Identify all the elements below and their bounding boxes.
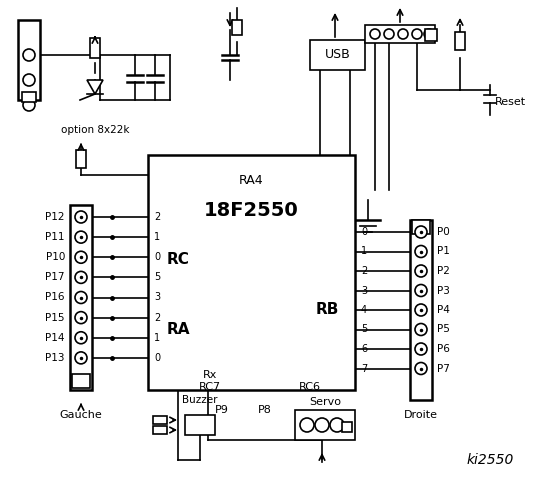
Text: P5: P5 [437, 324, 450, 335]
Circle shape [330, 418, 344, 432]
Text: P16: P16 [45, 292, 65, 302]
Bar [153, 416, 167, 424]
Text: 0: 0 [361, 227, 367, 237]
Text: Servo: Servo [309, 397, 341, 407]
Circle shape [415, 285, 427, 297]
Text: RC: RC [166, 252, 190, 267]
Circle shape [75, 251, 87, 263]
Text: 3: 3 [154, 292, 160, 302]
Bar [153, 426, 167, 434]
Text: Buzzer: Buzzer [182, 395, 218, 405]
Text: ki2550: ki2550 [466, 453, 514, 467]
Text: 0: 0 [154, 353, 160, 363]
Text: Rx: Rx [203, 370, 217, 380]
Bar [410, 220, 432, 400]
Circle shape [75, 332, 87, 344]
Text: P0: P0 [437, 227, 450, 237]
Bar [412, 220, 430, 234]
Bar [425, 29, 437, 41]
Text: P13: P13 [45, 353, 65, 363]
Circle shape [415, 265, 427, 277]
Text: RC6: RC6 [299, 382, 321, 392]
Circle shape [75, 211, 87, 223]
Circle shape [370, 29, 380, 39]
Text: P14: P14 [45, 333, 65, 343]
Text: USB: USB [325, 48, 351, 61]
Text: RB: RB [315, 302, 338, 317]
Bar [70, 205, 92, 390]
Bar [22, 92, 36, 102]
Circle shape [415, 362, 427, 374]
Bar [72, 374, 90, 388]
Text: P8: P8 [258, 405, 272, 415]
Text: P9: P9 [215, 405, 229, 415]
Text: Droite: Droite [404, 410, 438, 420]
Circle shape [415, 245, 427, 257]
Text: 1: 1 [154, 232, 160, 242]
Circle shape [75, 231, 87, 243]
Text: P15: P15 [45, 312, 65, 323]
Text: Reset: Reset [495, 97, 526, 107]
Bar [185, 415, 215, 435]
Bar [455, 32, 465, 50]
Circle shape [415, 304, 427, 316]
Text: RA: RA [166, 323, 190, 337]
Bar [310, 40, 365, 70]
Text: P1: P1 [437, 247, 450, 256]
Circle shape [300, 418, 314, 432]
Circle shape [75, 291, 87, 303]
Bar [232, 20, 242, 35]
Bar [295, 410, 355, 440]
Text: 7: 7 [361, 363, 367, 373]
Text: P10: P10 [46, 252, 65, 262]
Text: RA4: RA4 [239, 173, 264, 187]
Text: 0: 0 [154, 252, 160, 262]
Text: 1: 1 [154, 333, 160, 343]
Text: 2: 2 [154, 212, 160, 222]
Polygon shape [87, 80, 103, 94]
Circle shape [23, 74, 35, 86]
Circle shape [398, 29, 408, 39]
Text: 3: 3 [361, 286, 367, 296]
Bar [18, 20, 40, 100]
Circle shape [412, 29, 422, 39]
Text: Gauche: Gauche [60, 410, 102, 420]
Text: 4: 4 [361, 305, 367, 315]
Circle shape [424, 29, 434, 39]
Circle shape [23, 49, 35, 61]
Circle shape [75, 352, 87, 364]
Text: P7: P7 [437, 363, 450, 373]
Text: 6: 6 [361, 344, 367, 354]
Circle shape [384, 29, 394, 39]
Text: 5: 5 [154, 272, 160, 282]
Text: P2: P2 [437, 266, 450, 276]
Circle shape [75, 312, 87, 324]
Circle shape [315, 418, 329, 432]
Text: P4: P4 [437, 305, 450, 315]
Circle shape [415, 226, 427, 238]
Bar [76, 150, 86, 168]
Text: 18F2550: 18F2550 [204, 201, 299, 219]
Bar [342, 422, 352, 432]
Circle shape [75, 271, 87, 283]
Text: P11: P11 [45, 232, 65, 242]
Text: RC7: RC7 [199, 382, 221, 392]
Bar [90, 38, 100, 58]
Bar [148, 155, 355, 390]
Text: option 8x22k: option 8x22k [61, 125, 129, 135]
Text: P12: P12 [45, 212, 65, 222]
Text: 2: 2 [154, 312, 160, 323]
Text: 1: 1 [361, 247, 367, 256]
Circle shape [23, 99, 35, 111]
Bar [365, 25, 435, 43]
Text: P6: P6 [437, 344, 450, 354]
Circle shape [415, 324, 427, 336]
Text: P3: P3 [437, 286, 450, 296]
Text: P17: P17 [45, 272, 65, 282]
Circle shape [415, 343, 427, 355]
Text: 2: 2 [361, 266, 367, 276]
Text: 5: 5 [361, 324, 367, 335]
